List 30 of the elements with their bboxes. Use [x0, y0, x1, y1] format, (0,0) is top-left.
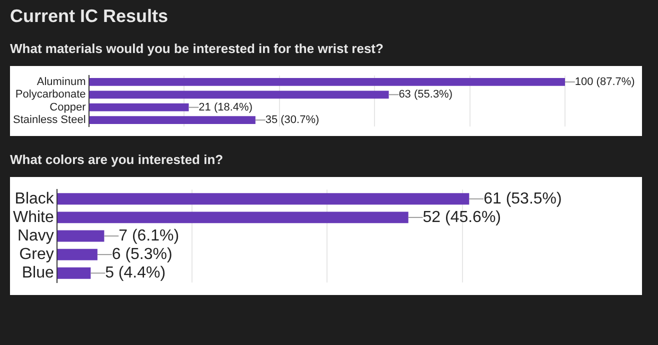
bar — [57, 248, 98, 260]
data-label: 100 (87.7%) — [574, 76, 635, 88]
bar — [89, 103, 189, 112]
data-label: 6 (5.3%) — [112, 246, 172, 263]
y-tick-label: Navy — [17, 227, 54, 244]
bar — [57, 212, 408, 224]
y-tick-label: White — [12, 208, 54, 226]
data-label: 52 (45.6%) — [422, 208, 502, 226]
data-label: 7 (6.1%) — [118, 227, 180, 244]
data-label: 63 (55.3%) — [398, 88, 453, 101]
y-tick-label: Stainless Steel — [12, 114, 86, 126]
y-tick-label: Copper — [50, 101, 86, 114]
bar — [89, 116, 256, 124]
data-label: 21 (18.4%) — [198, 101, 252, 114]
y-tick-label: Grey — [19, 246, 54, 263]
y-tick-label: Blue — [22, 264, 54, 282]
y-tick-label: Aluminum — [36, 76, 86, 88]
chart-title: What colors are you interested in? — [10, 152, 224, 167]
chart-subtitle: What materials would you be interested in for the wrist rest? — [10, 41, 384, 56]
y-tick-label: Black — [14, 190, 55, 208]
bar — [57, 193, 470, 205]
data-label: 5 (4.4%) — [105, 264, 166, 282]
chart-title: Current IC Results — [10, 6, 170, 27]
bar — [89, 90, 389, 99]
bar — [89, 78, 565, 86]
bar — [57, 230, 104, 242]
bar — [57, 267, 91, 279]
data-label: 61 (53.5%) — [484, 190, 562, 208]
data-label: 35 (30.7%) — [265, 114, 320, 126]
y-tick-label: Polycarbonate — [15, 88, 86, 101]
